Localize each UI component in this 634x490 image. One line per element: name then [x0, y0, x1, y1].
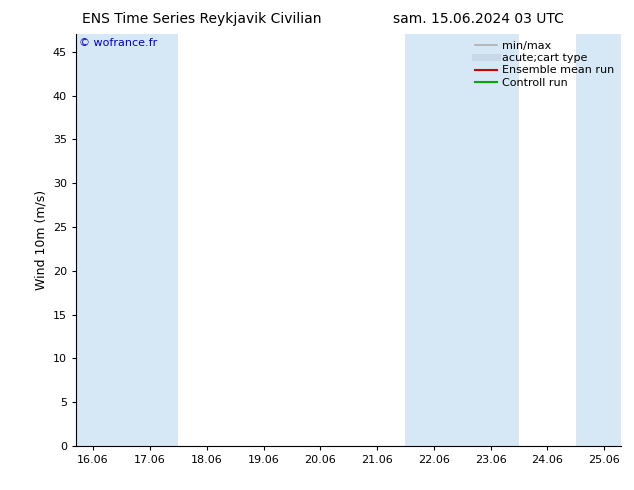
- Bar: [122, 34, 178, 446]
- Text: © wofrance.fr: © wofrance.fr: [79, 38, 157, 49]
- Text: ENS Time Series Reykjavik Civilian: ENS Time Series Reykjavik Civilian: [82, 12, 322, 26]
- Bar: [76, 34, 122, 446]
- Bar: [406, 34, 462, 446]
- Bar: [576, 34, 621, 446]
- Legend: min/max, acute;cart type, Ensemble mean run, Controll run: min/max, acute;cart type, Ensemble mean …: [470, 37, 619, 92]
- Text: sam. 15.06.2024 03 UTC: sam. 15.06.2024 03 UTC: [393, 12, 564, 26]
- Bar: [462, 34, 519, 446]
- Y-axis label: Wind 10m (m/s): Wind 10m (m/s): [34, 190, 48, 290]
